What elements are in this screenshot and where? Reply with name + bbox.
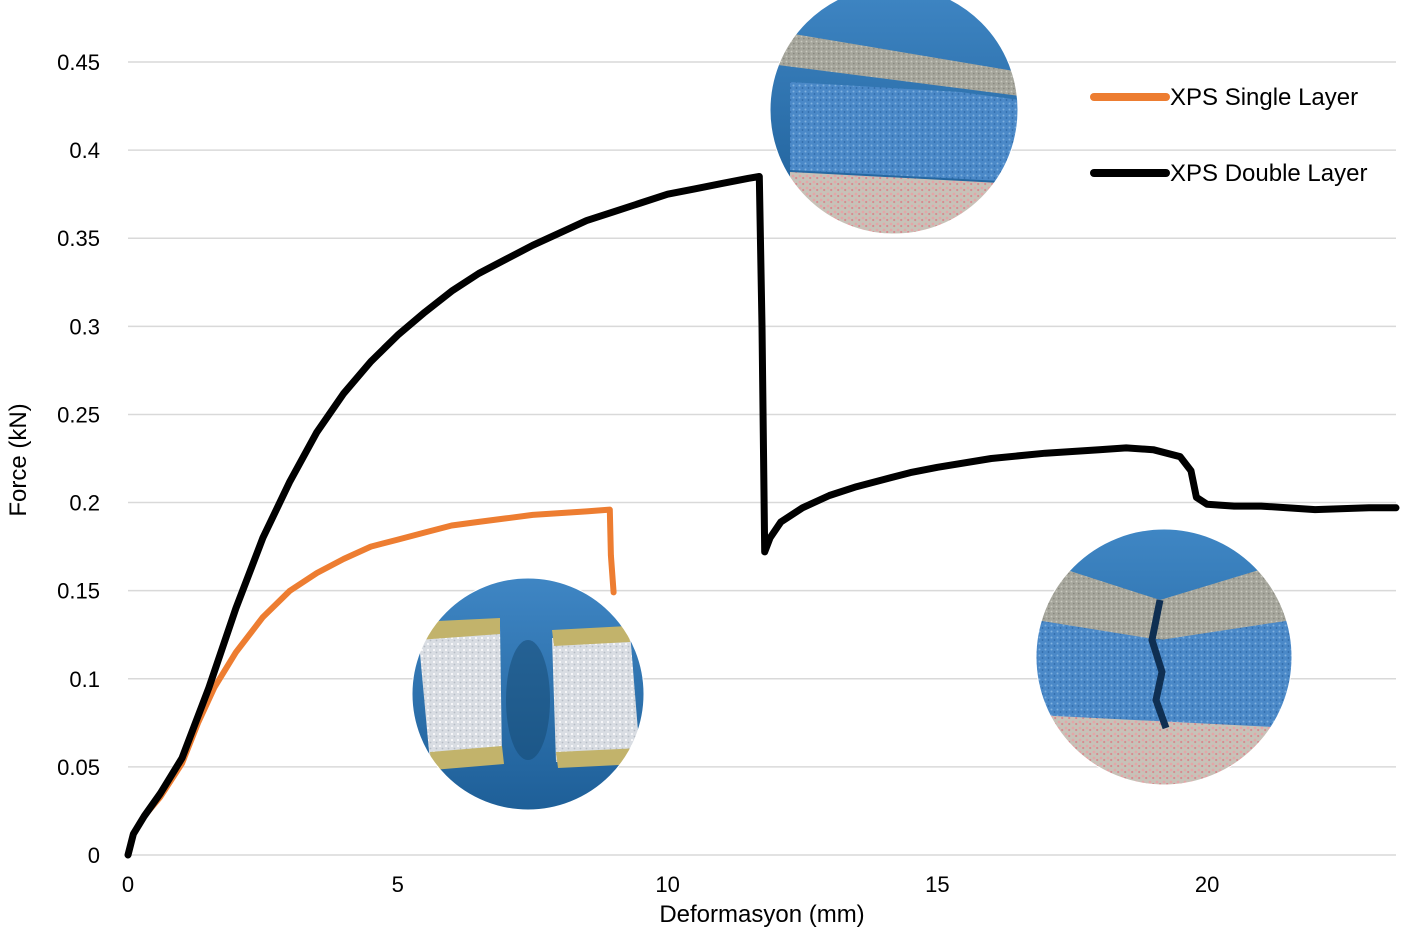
series-line-double-layer (124, 173, 1400, 859)
legend-label-double-layer: XPS Double Layer (1170, 160, 1367, 187)
y-tick-label: 0.35 (57, 226, 100, 251)
double-layer-photo-frame (769, 0, 1019, 235)
y-tick-label: 0.1 (69, 667, 100, 692)
x-tick-label: 20 (1195, 872, 1219, 897)
double-layer-crack-photo-frame (1035, 528, 1293, 786)
data-series (124, 173, 1400, 859)
y-axis-title: Force (kN) (5, 403, 32, 516)
x-tick-label: 15 (925, 872, 949, 897)
legend-label-single-layer: XPS Single Layer (1170, 84, 1358, 111)
y-tick-label: 0.15 (57, 579, 100, 604)
double-layer-crack-photo (1036, 529, 1292, 785)
single-layer-photo-frame (411, 577, 645, 811)
y-tick-label: 0.45 (57, 50, 100, 75)
y-tick-label: 0.2 (69, 491, 100, 516)
y-tick-label: 0.25 (57, 402, 100, 427)
y-tick-label: 0.4 (69, 138, 100, 163)
x-tick-label: 5 (392, 872, 404, 897)
double-layer-surface-photo (770, 0, 1018, 234)
axes: 0 0.05 0.1 0.15 0.2 0.25 0.3 0.35 0.4 0.45 0 5 10 15 2… (57, 50, 1396, 897)
x-tick-label: 10 (655, 872, 679, 897)
y-tick-label: 0 (88, 843, 100, 868)
single-layer-specimen-photo (412, 578, 644, 810)
y-tick-label: 0.3 (69, 314, 100, 339)
x-tick-label: 0 (122, 872, 134, 897)
y-tick-label: 0.05 (57, 755, 100, 780)
x-axis-title: Deformasyon (mm) (659, 901, 864, 928)
legend: XPS Single Layer XPS Double Layer (1090, 84, 1367, 187)
